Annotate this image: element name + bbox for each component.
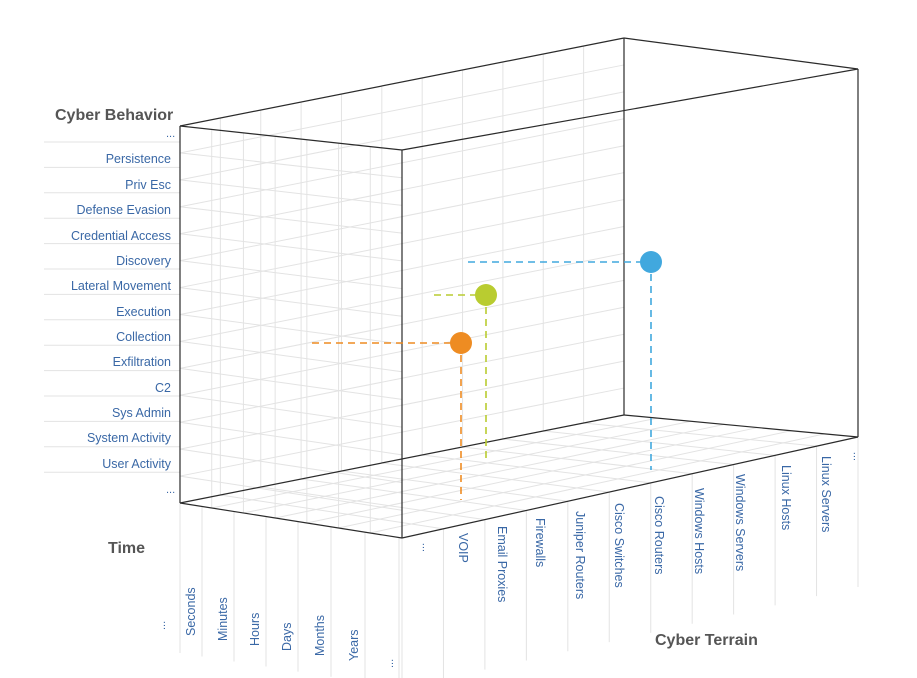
time-axis-title: Time [108, 540, 145, 557]
time-label: Seconds [184, 587, 198, 636]
cube-frame-edge [623, 37, 859, 70]
terrain-axis-title: Cyber Terrain [655, 632, 758, 649]
behavior-bottom-ellipsis: ... [166, 484, 175, 496]
cube-frame [179, 37, 859, 539]
terrain-label: VOIP [456, 533, 470, 563]
floor-grid-line [275, 423, 725, 519]
behavior-label: Discovery [116, 254, 172, 268]
cube-frame-edge [179, 502, 403, 539]
left-face-grid-line [179, 206, 403, 234]
floor-grid-line [260, 486, 485, 521]
terrain-label: Firewalls [533, 518, 547, 567]
behavior-label: Collection [116, 330, 171, 344]
terrain-label: Cisco Switches [612, 503, 626, 588]
floor-grid-line [381, 462, 610, 493]
orange-point [450, 332, 472, 354]
behavior-label: Lateral Movement [71, 279, 172, 293]
green-point [475, 284, 497, 306]
behavior-label: System Activity [87, 431, 172, 445]
cube-frame-edge [179, 37, 625, 127]
floor-grid-line [211, 417, 658, 509]
behavior-label: Sys Admin [112, 406, 171, 420]
left-face-grid-line [179, 260, 403, 290]
time-labels: Seconds Minutes Hours Days Months Years [184, 587, 361, 661]
behavior-label: Persistence [106, 152, 171, 166]
behavior-label: Priv Esc [125, 178, 171, 192]
floor-grid-line [338, 430, 792, 529]
terrain-end-ellipsis: ... [846, 452, 858, 461]
behavior-label: Execution [116, 305, 171, 319]
floor-grid-line [370, 433, 825, 534]
left-face-grid-line [179, 475, 403, 511]
behavior-axis-title: Cyber Behavior [55, 107, 173, 124]
behavior-label: User Activity [102, 457, 172, 471]
terrain-label: Email Proxies [495, 526, 509, 602]
terrain-label: Juniper Routers [573, 511, 587, 599]
floor-grid-line [583, 422, 817, 447]
left-face-grid-line [179, 367, 403, 400]
time-label: Days [280, 623, 294, 651]
back-face-grid-line [179, 91, 625, 181]
floor-grid-line [462, 446, 693, 475]
blue-point [640, 251, 662, 273]
floor-grid-line [306, 427, 758, 524]
cube-grid [44, 46, 859, 678]
terrain-start-ellipsis: ... [415, 543, 427, 552]
left-face-grid-line [179, 152, 403, 179]
left-face-grid-line [179, 179, 403, 206]
left-face-grid-line [179, 314, 403, 345]
time-start-ellipsis: ... [156, 621, 168, 630]
floor-grid-line [422, 454, 651, 484]
terrain-label: Cisco Routers [652, 496, 666, 575]
floor-grid-line [543, 430, 776, 456]
behavior-label: Credential Access [71, 229, 171, 243]
floor-grid-line [502, 438, 734, 466]
behavior-labels: Persistence Priv Esc Defense Evasion Cre… [71, 152, 172, 471]
time-label: Minutes [216, 597, 230, 641]
left-face-grid-line [179, 394, 403, 428]
left-face-grid-line [179, 421, 403, 456]
behavior-label: Defense Evasion [76, 203, 171, 217]
point-guides [312, 261, 652, 500]
terrain-label: Windows Servers [733, 474, 747, 571]
left-face-grid-line [179, 233, 403, 262]
floor-grid-line [220, 494, 444, 530]
time-label: Years [347, 629, 361, 661]
time-end-ellipsis: ... [384, 659, 396, 668]
terrain-labels: VOIP Email Proxies Firewalls Juniper Rou… [456, 456, 833, 602]
back-face-grid-line [179, 64, 625, 154]
cube-frame-edge [401, 436, 859, 539]
floor-grid-line [243, 420, 691, 514]
floor-grid-line [341, 470, 568, 502]
cube-frame-edge [179, 125, 403, 151]
terrain-label: Linux Servers [819, 456, 833, 532]
behavior-label: Exfiltration [113, 355, 171, 369]
time-label: Hours [248, 613, 262, 646]
terrain-label: Windows Hosts [692, 488, 706, 574]
behavior-top-ellipsis: ... [166, 128, 175, 140]
left-face-grid-line [179, 287, 403, 317]
data-points [450, 251, 662, 354]
floor-grid-line [301, 478, 527, 511]
cube-frame-edge [623, 414, 859, 438]
terrain-label: Linux Hosts [779, 465, 793, 530]
left-face-grid-line [179, 340, 403, 373]
time-label: Months [313, 615, 327, 656]
behavior-label: C2 [155, 381, 171, 395]
cube-frame-edge [401, 68, 859, 151]
